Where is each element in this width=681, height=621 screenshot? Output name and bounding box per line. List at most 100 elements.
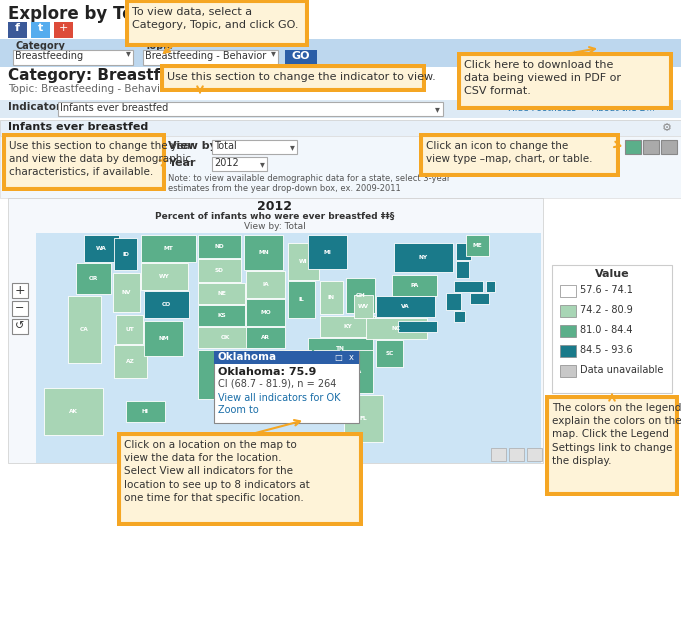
- Text: NE: NE: [217, 291, 226, 296]
- Text: Data unavailable: Data unavailable: [580, 365, 663, 375]
- Bar: [560, 325, 576, 337]
- Text: WV: WV: [358, 304, 369, 309]
- Text: OK: OK: [221, 335, 229, 340]
- Bar: [509, 448, 524, 461]
- Bar: [376, 296, 435, 317]
- Text: □: □: [334, 353, 342, 362]
- Text: WY: WY: [159, 274, 170, 279]
- Bar: [366, 318, 427, 339]
- Bar: [625, 140, 641, 154]
- Text: Oklahoma: Oklahoma: [218, 352, 277, 362]
- Bar: [548, 398, 676, 493]
- Text: View by: View by: [168, 141, 217, 151]
- Bar: [422, 136, 617, 174]
- Bar: [0, 39, 681, 67]
- Bar: [460, 55, 670, 107]
- Bar: [12, 319, 28, 334]
- Bar: [144, 291, 189, 318]
- Text: OR: OR: [89, 276, 98, 281]
- Bar: [454, 311, 465, 322]
- Text: AL: AL: [322, 366, 330, 371]
- Bar: [0, 100, 681, 118]
- Text: ▾: ▾: [289, 142, 294, 152]
- Text: ⚙: ⚙: [662, 123, 672, 133]
- Bar: [117, 432, 363, 526]
- Bar: [141, 235, 196, 262]
- Bar: [346, 278, 375, 313]
- Text: IL: IL: [299, 297, 304, 302]
- Text: GA: GA: [353, 369, 362, 374]
- Bar: [113, 273, 140, 312]
- Text: IA: IA: [262, 282, 269, 287]
- Bar: [198, 305, 245, 326]
- Bar: [246, 327, 285, 348]
- Bar: [320, 316, 375, 337]
- Text: Explore by Topic: Explore by Topic: [8, 5, 161, 23]
- Bar: [457, 52, 673, 110]
- Text: 74.2 - 80.9: 74.2 - 80.9: [580, 305, 633, 315]
- Bar: [36, 233, 541, 463]
- Text: Hide Footnotes: Hide Footnotes: [508, 104, 576, 113]
- Bar: [12, 301, 28, 316]
- Bar: [160, 64, 426, 92]
- Text: SD: SD: [215, 268, 224, 273]
- Bar: [116, 315, 143, 344]
- Bar: [486, 281, 495, 292]
- Text: Value: Value: [595, 269, 629, 279]
- Text: PA: PA: [411, 283, 419, 288]
- Text: GO: GO: [291, 51, 311, 61]
- Text: Category: Category: [15, 41, 65, 51]
- Bar: [376, 340, 403, 367]
- Bar: [308, 235, 347, 269]
- Bar: [446, 293, 461, 310]
- Bar: [198, 350, 252, 399]
- Bar: [125, 0, 309, 47]
- Text: +: +: [59, 23, 67, 33]
- Bar: [2, 133, 166, 191]
- Text: AZ: AZ: [126, 359, 135, 364]
- Text: KY: KY: [343, 324, 352, 329]
- Bar: [198, 327, 252, 348]
- Text: The colors on the legend
explain the colors on the
map. Click the Legend
Setting: The colors on the legend explain the col…: [552, 403, 681, 466]
- Bar: [214, 351, 359, 423]
- Bar: [198, 283, 245, 304]
- Text: x: x: [349, 353, 353, 362]
- Text: NC: NC: [392, 326, 401, 331]
- Text: Year: Year: [168, 158, 195, 168]
- Text: View by: Total: View by: Total: [244, 222, 306, 231]
- Text: NM: NM: [158, 336, 169, 341]
- Bar: [8, 198, 543, 463]
- Text: Oklahoma: 75.9: Oklahoma: 75.9: [218, 367, 317, 377]
- Text: ▾: ▾: [434, 104, 439, 114]
- Bar: [163, 67, 423, 89]
- Text: CO: CO: [162, 302, 171, 307]
- Text: MS: MS: [293, 365, 302, 369]
- Bar: [198, 235, 241, 258]
- Bar: [454, 281, 483, 292]
- Bar: [560, 285, 576, 297]
- Text: WI: WI: [299, 259, 308, 264]
- Text: WA: WA: [96, 246, 107, 251]
- Text: ND: ND: [215, 244, 224, 249]
- Bar: [308, 338, 373, 359]
- Bar: [128, 2, 306, 44]
- Bar: [394, 243, 453, 272]
- Bar: [392, 275, 437, 296]
- Text: LA: LA: [260, 362, 268, 367]
- Text: 84.5 - 93.6: 84.5 - 93.6: [580, 345, 633, 355]
- Bar: [141, 263, 188, 290]
- Text: UT: UT: [125, 327, 134, 332]
- Bar: [354, 295, 373, 318]
- Bar: [661, 140, 677, 154]
- Text: Breastfeeding: Breastfeeding: [15, 51, 83, 61]
- Bar: [545, 395, 679, 496]
- Text: Use this section to change the indicator to view.: Use this section to change the indicator…: [167, 72, 436, 82]
- Text: NY: NY: [419, 255, 428, 260]
- Bar: [314, 350, 339, 387]
- Text: t: t: [37, 23, 43, 33]
- Text: Total: Total: [214, 141, 237, 151]
- Text: Use this section to change the year
and view the data by demographic
characteris: Use this section to change the year and …: [9, 141, 194, 178]
- Text: MT: MT: [163, 246, 174, 251]
- Bar: [246, 271, 285, 298]
- Bar: [456, 261, 469, 278]
